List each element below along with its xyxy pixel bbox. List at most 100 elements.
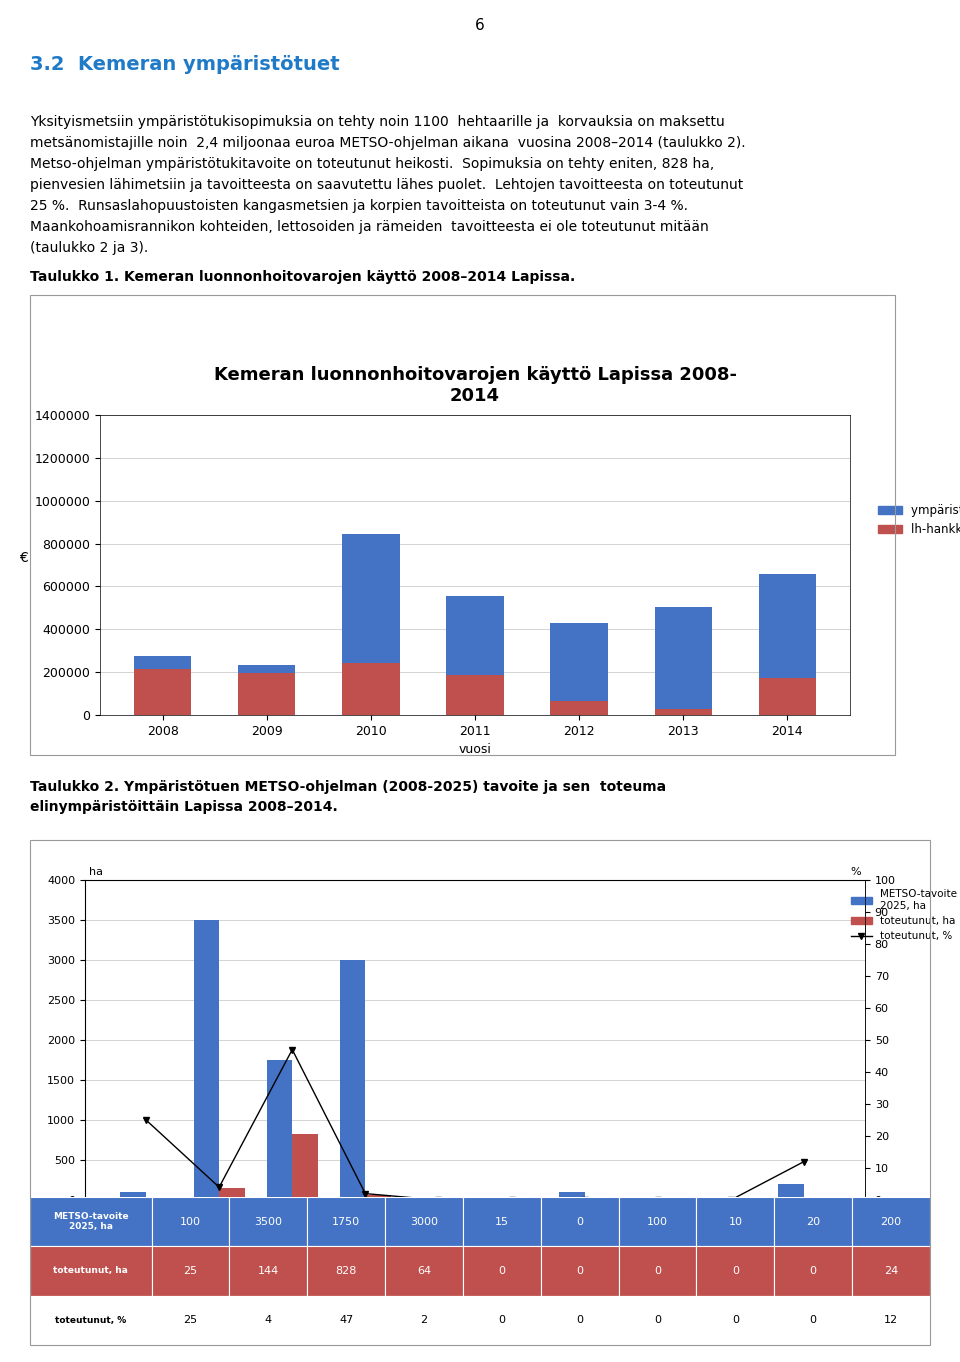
Text: 0: 0 (654, 1267, 661, 1276)
Bar (343, 662, 399, 715)
Bar (696, 1197, 775, 1246)
Bar (152, 1295, 229, 1346)
Text: 25: 25 (183, 1316, 198, 1325)
Bar (146, 1199, 172, 1200)
Text: 100: 100 (647, 1216, 668, 1227)
Bar (550, 622, 608, 715)
Bar (775, 1246, 852, 1295)
Bar (366, 1194, 391, 1200)
toteutunut, % (798, 1154, 809, 1170)
Bar (618, 1197, 696, 1246)
Bar (446, 676, 504, 715)
Bar (804, 1199, 829, 1200)
Bar (852, 1197, 930, 1246)
Bar (30, 1197, 152, 1246)
Bar (446, 597, 504, 715)
Bar (758, 573, 816, 715)
Line: toteutunut, %: toteutunut, % (143, 1047, 806, 1203)
Text: 24: 24 (884, 1267, 899, 1276)
Text: pienvesien lähimetsiin ja tavoitteesta on saavutettu lähes puolet.  Lehtojen tav: pienvesien lähimetsiin ja tavoitteesta o… (30, 178, 743, 192)
toteutunut, % (286, 1042, 298, 1058)
Bar (30, 1295, 152, 1346)
Text: 0: 0 (809, 1316, 817, 1325)
Bar (852, 1295, 930, 1346)
Text: 3000: 3000 (410, 1216, 438, 1227)
Y-axis label: €: € (19, 552, 28, 565)
Bar (618, 1295, 696, 1346)
Bar (463, 1295, 540, 1346)
Text: Metso-ohjelman ympäristötukitavoite on toteutunut heikosti.  Sopimuksia on tehty: Metso-ohjelman ympäristötukitavoite on t… (30, 157, 714, 172)
Text: Maankohoamisrannikon kohteiden, lettosoiden ja rämeiden  tavoitteesta ei ole tot: Maankohoamisrannikon kohteiden, lettosoi… (30, 221, 708, 234)
toteutunut, % (506, 1192, 517, 1208)
Bar (340, 960, 366, 1200)
Bar (134, 669, 191, 715)
Bar (229, 1295, 307, 1346)
Bar (385, 1246, 463, 1295)
Text: 47: 47 (339, 1316, 353, 1325)
Text: 0: 0 (654, 1316, 661, 1325)
toteutunut, % (725, 1192, 736, 1208)
Bar (134, 656, 191, 715)
toteutunut, % (433, 1192, 444, 1208)
Text: 12: 12 (884, 1316, 899, 1325)
Bar (152, 1197, 229, 1246)
Text: %: % (851, 866, 861, 877)
Bar (307, 1246, 385, 1295)
toteutunut, % (213, 1179, 225, 1196)
Bar (238, 665, 296, 715)
Bar (30, 1246, 152, 1295)
Text: 828: 828 (335, 1267, 357, 1276)
Text: 200: 200 (880, 1216, 901, 1227)
Text: 6: 6 (475, 18, 485, 33)
Text: elinympäristöittäin Lapissa 2008–2014.: elinympäristöittäin Lapissa 2008–2014. (30, 799, 338, 814)
Text: 0: 0 (576, 1216, 583, 1227)
Bar (696, 1295, 775, 1346)
Text: metsänomistajille noin  2,4 miljoonaa euroa METSO-ohjelman aikana  vuosina 2008–: metsänomistajille noin 2,4 miljoonaa eur… (30, 136, 746, 150)
Bar (540, 1295, 618, 1346)
Bar (152, 1246, 229, 1295)
Text: 3.2  Kemeran ympäristötuet: 3.2 Kemeran ympäristötuet (30, 54, 340, 74)
Text: 0: 0 (498, 1267, 505, 1276)
Bar (775, 1295, 852, 1346)
Bar (540, 1246, 618, 1295)
Bar (655, 708, 711, 715)
Text: toteutunut, ha: toteutunut, ha (54, 1267, 129, 1275)
toteutunut, % (140, 1111, 152, 1128)
Bar (194, 919, 219, 1200)
Text: 0: 0 (732, 1316, 739, 1325)
Bar (775, 1197, 852, 1246)
Legend: METSO-tavoite
2025, ha, toteutunut, ha, toteutunut, %: METSO-tavoite 2025, ha, toteutunut, ha, … (847, 885, 960, 945)
Bar (238, 673, 296, 715)
Text: 0: 0 (809, 1267, 817, 1276)
Bar (758, 677, 816, 715)
Title: Kemeran luonnonhoitovarojen käyttö Lapissa 2008-
2014: Kemeran luonnonhoitovarojen käyttö Lapis… (213, 366, 736, 405)
Bar (463, 1197, 540, 1246)
Bar (696, 1246, 775, 1295)
Text: METSO-tavoite
2025, ha: METSO-tavoite 2025, ha (53, 1212, 129, 1231)
Bar (655, 607, 711, 715)
Bar (540, 1197, 618, 1246)
Bar (706, 1199, 731, 1200)
Bar (385, 1295, 463, 1346)
Text: 144: 144 (257, 1267, 279, 1276)
toteutunut, % (652, 1192, 663, 1208)
Bar (219, 1189, 245, 1200)
Bar (463, 1246, 540, 1295)
toteutunut, % (579, 1192, 590, 1208)
Text: 64: 64 (417, 1267, 431, 1276)
Text: 2: 2 (420, 1316, 427, 1325)
Text: ha: ha (89, 866, 103, 877)
Bar (550, 701, 608, 715)
Text: 15: 15 (494, 1216, 509, 1227)
toteutunut, % (360, 1185, 372, 1201)
Bar (852, 1246, 930, 1295)
Bar (292, 1133, 318, 1200)
Text: Yksityismetsiin ympäristötukisopimuksia on tehty noin 1100  hehtaarille ja  korv: Yksityismetsiin ympäristötukisopimuksia … (30, 114, 725, 129)
Bar (307, 1295, 385, 1346)
Text: Taulukko 2. Ympäristötuen METSO-ohjelman (2008-2025) tavoite ja sen  toteuma: Taulukko 2. Ympäristötuen METSO-ohjelman… (30, 780, 666, 794)
X-axis label: vuosi: vuosi (459, 744, 492, 756)
Text: (taulukko 2 ja 3).: (taulukko 2 ja 3). (30, 241, 148, 255)
Text: 1750: 1750 (332, 1216, 360, 1227)
Bar (618, 1246, 696, 1295)
Text: toteutunut, %: toteutunut, % (55, 1316, 127, 1325)
